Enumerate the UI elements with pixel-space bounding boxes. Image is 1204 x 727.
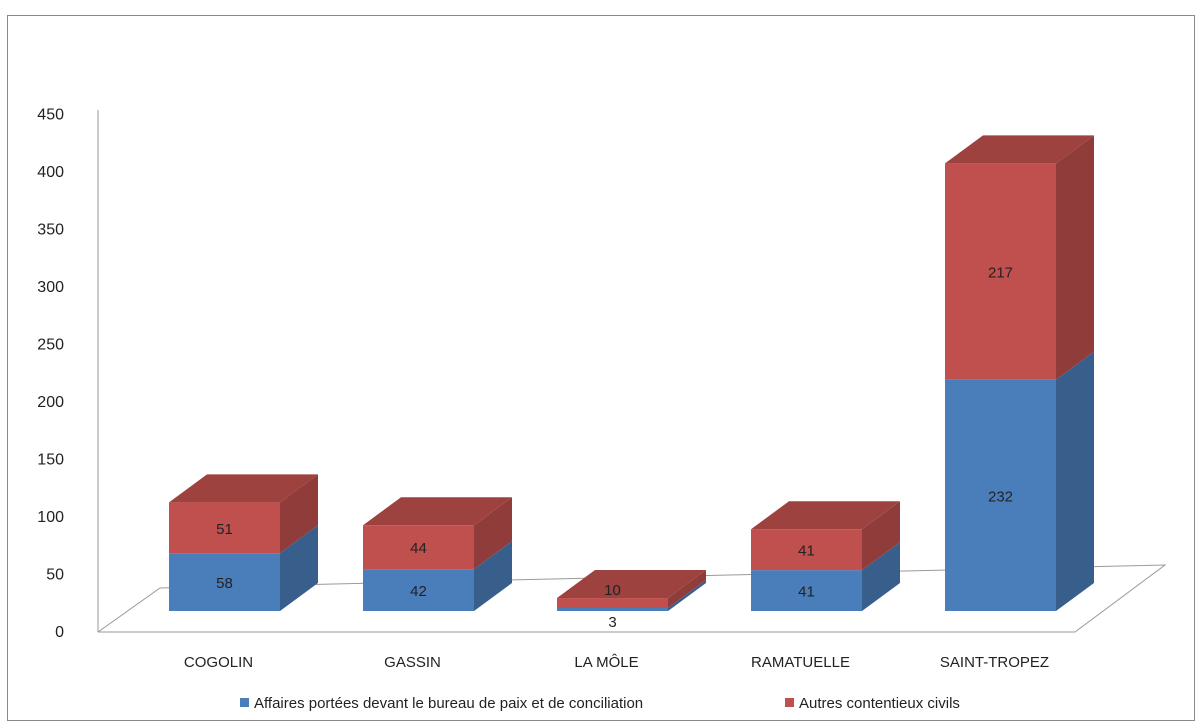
bar-top xyxy=(945,135,1094,164)
bar-front xyxy=(945,379,1056,611)
bar-side xyxy=(280,525,318,611)
x-category-label: RAMATUELLE xyxy=(751,654,850,671)
y-tick-label: 250 xyxy=(37,337,64,354)
y-tick-label: 450 xyxy=(37,107,64,124)
bar-front xyxy=(945,163,1056,380)
bar-top xyxy=(363,497,512,526)
bar-side xyxy=(474,497,512,570)
bar-side xyxy=(1056,351,1094,611)
bar-front xyxy=(557,598,668,609)
bar-side xyxy=(474,541,512,611)
bar-segment: 10 xyxy=(557,570,706,609)
x-category-label: LA MÔLE xyxy=(574,654,638,671)
x-category-label: GASSIN xyxy=(384,654,441,671)
y-tick-label: 50 xyxy=(46,567,64,584)
data-label: 58 xyxy=(216,575,233,592)
x-category-label: SAINT-TROPEZ xyxy=(940,654,1049,671)
bar-segment: 41 xyxy=(751,542,900,611)
bar-segment: 3 xyxy=(557,580,706,631)
bar-top xyxy=(751,501,900,530)
data-label: 217 xyxy=(988,265,1013,282)
y-tick-label: 0 xyxy=(55,624,64,641)
bar-segment: 232 xyxy=(945,351,1094,611)
legend-swatch-series-2 xyxy=(785,698,794,707)
legend-label-series-1: Affaires portées devant le bureau de pai… xyxy=(254,695,643,712)
data-label: 232 xyxy=(988,488,1013,505)
y-tick-label: 150 xyxy=(37,452,64,469)
y-tick-label: 350 xyxy=(37,222,64,239)
legend-swatch-series-1 xyxy=(240,698,249,707)
y-tick-label: 100 xyxy=(37,509,64,526)
bar-segment: 217 xyxy=(945,135,1094,380)
bar-segment: 44 xyxy=(363,497,512,570)
bar-side xyxy=(862,542,900,611)
y-axis: 0 50 100 150 200 250 300 350 400 450 xyxy=(37,107,64,642)
bar-front xyxy=(751,570,862,611)
bar-front xyxy=(169,502,280,554)
bar-front xyxy=(751,529,862,571)
bar-front xyxy=(169,553,280,611)
data-label: 3 xyxy=(608,614,616,631)
x-axis-labels: COGOLIN GASSIN LA MÔLE RAMATUELLE SAINT-TROP… xyxy=(184,654,1049,671)
bar-top xyxy=(169,474,318,503)
bar-segment: 41 xyxy=(751,501,900,571)
floor-outline xyxy=(97,564,1167,633)
x-category-label: COGOLIN xyxy=(184,654,253,671)
data-label: 44 xyxy=(410,540,427,557)
bars-group: 58 51 42 44 3 10 41 41 232 217 xyxy=(169,135,1094,631)
y-tick-label: 300 xyxy=(37,279,64,296)
chart-floor xyxy=(97,110,1167,633)
bar-segment: 58 xyxy=(169,525,318,611)
data-label: 42 xyxy=(410,583,427,600)
bar-side xyxy=(668,570,706,609)
data-label: 41 xyxy=(798,584,815,601)
bar-side xyxy=(280,474,318,554)
data-label: 10 xyxy=(604,582,621,599)
bar-side xyxy=(668,580,706,611)
bar-side xyxy=(1056,135,1094,380)
bar-side xyxy=(862,501,900,571)
legend-label-series-2: Autres contentieux civils xyxy=(799,695,960,712)
bar-segment: 51 xyxy=(169,474,318,554)
y-tick-label: 400 xyxy=(37,164,64,181)
y-tick-label: 200 xyxy=(37,394,64,411)
data-label: 51 xyxy=(216,521,233,538)
legend: Affaires portées devant le bureau de pai… xyxy=(240,695,960,712)
bar-top xyxy=(557,570,706,599)
bar-segment: 42 xyxy=(363,541,512,611)
bar-front xyxy=(363,569,474,611)
bar-front xyxy=(557,608,668,611)
bar-front xyxy=(363,525,474,570)
data-label: 41 xyxy=(798,543,815,560)
